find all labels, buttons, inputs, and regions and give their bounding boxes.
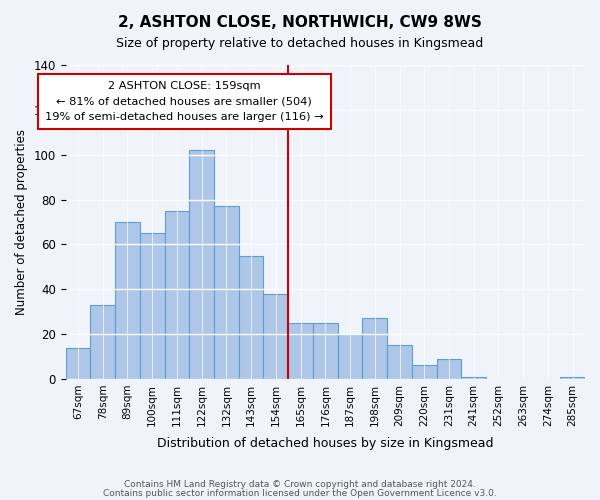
Bar [362,318,387,379]
Text: 2 ASHTON CLOSE: 159sqm
← 81% of detached houses are smaller (504)
19% of semi-de: 2 ASHTON CLOSE: 159sqm ← 81% of detached… [45,80,323,122]
Bar [313,323,338,379]
Bar [338,334,362,379]
Bar [115,222,140,379]
Bar [437,358,461,379]
Bar [239,256,263,379]
Bar [461,376,486,379]
Bar [91,305,115,379]
Bar [412,366,437,379]
Bar [164,210,190,379]
Bar [190,150,214,379]
Y-axis label: Number of detached properties: Number of detached properties [15,129,28,315]
Bar [140,233,164,379]
Text: Contains public sector information licensed under the Open Government Licence v3: Contains public sector information licen… [103,489,497,498]
Text: 2, ASHTON CLOSE, NORTHWICH, CW9 8WS: 2, ASHTON CLOSE, NORTHWICH, CW9 8WS [118,15,482,30]
Bar [65,348,91,379]
Bar [263,294,288,379]
Text: Contains HM Land Registry data © Crown copyright and database right 2024.: Contains HM Land Registry data © Crown c… [124,480,476,489]
X-axis label: Distribution of detached houses by size in Kingsmead: Distribution of detached houses by size … [157,437,494,450]
Bar [288,323,313,379]
Bar [387,346,412,379]
Text: Size of property relative to detached houses in Kingsmead: Size of property relative to detached ho… [116,38,484,51]
Bar [560,376,585,379]
Bar [214,206,239,379]
